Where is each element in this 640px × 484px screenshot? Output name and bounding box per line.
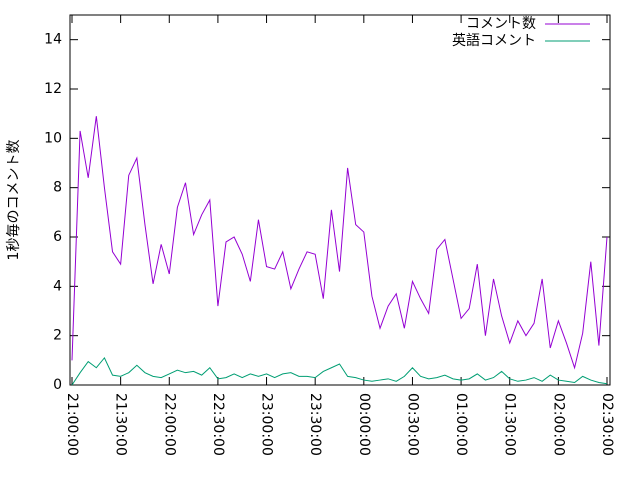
x-tick-label: 00:00:00 [356, 393, 372, 456]
x-tick-label: 21:00:00 [64, 393, 80, 456]
plot-border [69, 14, 611, 386]
x-tick-label: 22:30:00 [210, 393, 226, 456]
y-tick-label: 12 [44, 81, 62, 97]
y-tick-label: 10 [44, 130, 62, 146]
legend-label: コメント数 [466, 16, 536, 32]
x-tick-label: 01:30:00 [502, 393, 518, 456]
y-axis-label: 1秒毎のコメント数 [6, 140, 22, 261]
y-tick-label: 2 [53, 328, 62, 344]
x-tick-label: 22:00:00 [161, 393, 177, 456]
legend-label: 英語コメント [452, 32, 536, 49]
x-tick-label: 23:00:00 [259, 393, 275, 456]
series-line [71, 356, 608, 386]
x-tick-label: 21:30:00 [113, 393, 129, 456]
x-tick-label: 02:00:00 [550, 393, 566, 456]
x-tick-label: 02:30:00 [599, 393, 615, 456]
y-tick-label: 14 [44, 32, 62, 48]
y-tick-label: 0 [53, 377, 62, 393]
y-tick-label: 4 [53, 278, 62, 294]
series-line [71, 116, 608, 370]
y-tick-label: 8 [53, 180, 62, 196]
x-tick-label: 00:30:00 [404, 393, 420, 456]
x-tick-label: 23:30:00 [307, 393, 323, 456]
x-tick-label: 01:00:00 [453, 393, 469, 456]
y-tick-label: 6 [53, 229, 62, 245]
